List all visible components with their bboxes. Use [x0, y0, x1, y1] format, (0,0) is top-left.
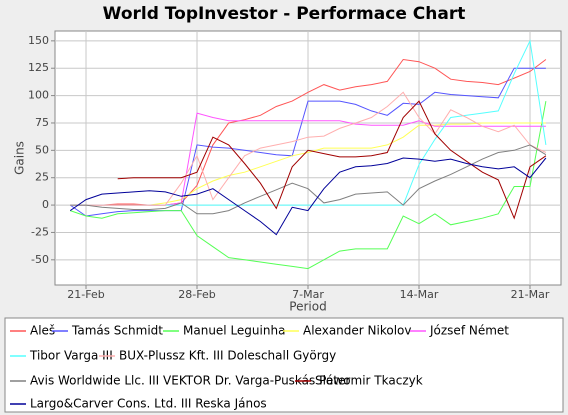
legend-label: Aleš [30, 324, 55, 338]
legend-label: Avis Worldwide Llc. III VEKTOR Dr. Varga… [30, 374, 350, 388]
series-line [70, 144, 547, 215]
chart-title: World TopInvestor - Performace Chart [103, 4, 466, 24]
x-tick-label: 21-Mar [511, 288, 550, 301]
y-tick-label: 100 [28, 89, 49, 102]
y-tick-label: 50 [35, 143, 49, 156]
legend-label: Manuel Leguinha [183, 324, 285, 338]
y-tick-label: 150 [28, 34, 49, 47]
y-tick-label: -50 [31, 253, 49, 266]
legend-label: Sławomir Tkaczyk [315, 374, 423, 388]
legend [4, 317, 564, 413]
legend-label: József Német [429, 324, 509, 338]
x-tick-label: 21-Feb [67, 288, 104, 301]
y-tick-label: 125 [28, 61, 49, 74]
x-tick-label: 14-Mar [400, 288, 439, 301]
series-line [70, 91, 547, 206]
series-line [70, 101, 547, 270]
y-tick-label: -25 [31, 225, 49, 238]
y-tick-label: 25 [35, 171, 49, 184]
y-tick-label: 0 [42, 198, 49, 211]
x-axis-title: Period [289, 300, 326, 314]
x-tick-label: 7-Mar [292, 288, 324, 301]
legend-label: Tamás Schmidt [71, 324, 163, 338]
y-tick-label: 75 [35, 116, 49, 129]
x-tick-label: 28-Feb [178, 288, 215, 301]
y-axis-title: Gains [13, 141, 27, 175]
legend-label: Tibor Varga III [29, 349, 113, 363]
series-line [117, 100, 547, 220]
series-line [69, 67, 546, 217]
legend-label: Largo&Carver Cons. Ltd. III Reska János [30, 397, 267, 411]
series-line [69, 157, 547, 236]
legend-label: BUX-Plussz Kft. III Doleschall György [119, 349, 336, 363]
legend-label: Alexander Nikolov [303, 324, 411, 338]
